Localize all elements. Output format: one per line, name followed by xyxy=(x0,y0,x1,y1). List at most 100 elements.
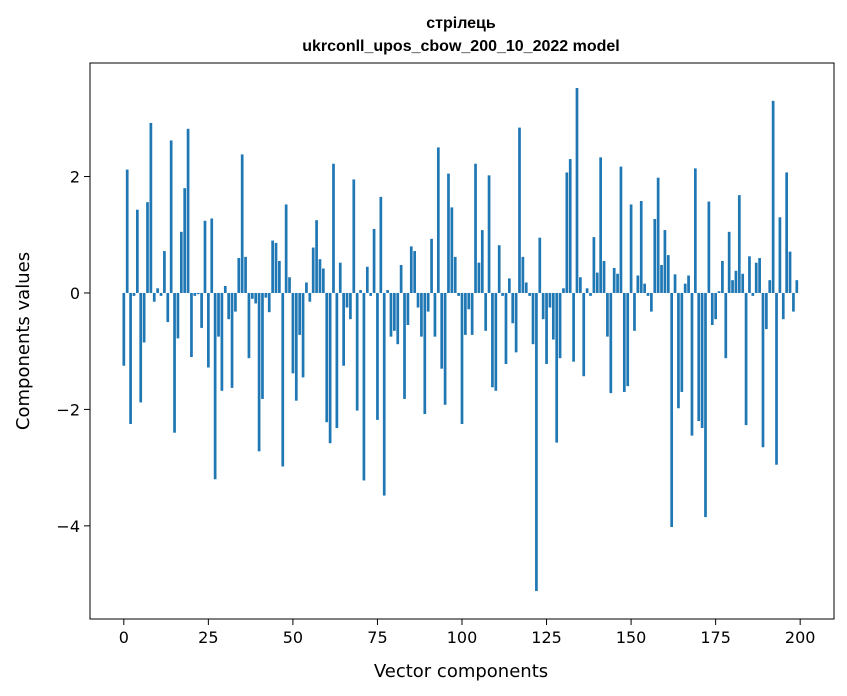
bar xyxy=(142,292,146,343)
bar xyxy=(700,292,704,429)
bar xyxy=(599,157,603,293)
bar xyxy=(765,292,768,330)
bar xyxy=(660,265,663,293)
bar xyxy=(369,292,373,296)
bar xyxy=(278,260,281,293)
bar xyxy=(146,202,149,293)
bar xyxy=(305,282,308,293)
x-axis-label: Vector components xyxy=(374,661,548,682)
bar xyxy=(227,292,231,320)
bar xyxy=(633,292,636,331)
bar xyxy=(480,230,484,293)
bar xyxy=(393,292,396,331)
bar xyxy=(619,166,623,293)
bar xyxy=(524,282,528,293)
bar xyxy=(497,245,501,293)
x-tick-label: 75 xyxy=(367,628,387,647)
bar xyxy=(579,277,582,293)
bar xyxy=(781,292,785,320)
bar xyxy=(396,292,400,345)
bar xyxy=(626,292,630,387)
bar xyxy=(518,127,521,293)
bar xyxy=(677,292,680,409)
bar xyxy=(379,196,383,293)
bar xyxy=(670,292,674,528)
bar xyxy=(453,256,457,293)
bar xyxy=(193,292,197,296)
bar xyxy=(494,292,498,391)
bar xyxy=(484,292,488,331)
bar xyxy=(409,246,413,293)
bar xyxy=(335,292,339,429)
bar xyxy=(372,228,376,293)
bar xyxy=(582,292,586,377)
bar xyxy=(737,195,741,293)
bar xyxy=(697,292,701,422)
bar xyxy=(217,292,220,337)
bar xyxy=(548,292,552,308)
bar xyxy=(470,292,474,335)
bar xyxy=(541,292,545,320)
x-tick-label: 125 xyxy=(531,628,562,647)
bar xyxy=(129,292,132,424)
bar xyxy=(315,220,318,293)
bar xyxy=(386,290,389,293)
y-tick-label: −2 xyxy=(56,400,80,419)
bar xyxy=(734,270,738,293)
bar xyxy=(514,292,518,353)
bar xyxy=(531,292,535,345)
bar xyxy=(359,290,362,293)
bar xyxy=(318,259,322,293)
bar xyxy=(656,177,660,293)
bar xyxy=(156,288,159,293)
bar xyxy=(169,140,173,293)
bar xyxy=(447,173,450,293)
bar xyxy=(321,268,325,293)
bar xyxy=(792,292,795,312)
bar xyxy=(785,172,789,293)
bar xyxy=(491,292,494,388)
x-ticks: 0 25 50 75 100 125 150 175 200 xyxy=(119,619,816,647)
bar xyxy=(413,251,417,293)
bar xyxy=(721,260,724,293)
bars-group xyxy=(122,88,799,592)
bar xyxy=(636,275,640,293)
bar xyxy=(592,237,596,293)
bar xyxy=(778,217,782,293)
bar xyxy=(555,292,559,443)
bar xyxy=(298,292,302,335)
bar xyxy=(450,207,454,293)
y-tick-label: 2 xyxy=(70,168,80,187)
bar xyxy=(176,292,180,339)
bar xyxy=(301,292,305,378)
bar xyxy=(122,292,126,366)
x-tick-label: 100 xyxy=(447,628,478,647)
bar xyxy=(646,292,650,296)
bar xyxy=(433,292,437,337)
bar xyxy=(250,292,254,299)
bar xyxy=(362,292,366,481)
bar xyxy=(244,256,247,293)
bar xyxy=(687,275,690,293)
bar xyxy=(423,292,427,415)
bar xyxy=(345,292,349,308)
bar xyxy=(308,292,312,302)
bar xyxy=(460,292,464,424)
bar xyxy=(261,292,264,399)
bar xyxy=(507,278,511,293)
bar xyxy=(606,292,609,337)
bar xyxy=(545,292,548,364)
bar xyxy=(477,262,481,293)
bar xyxy=(247,292,251,359)
bar xyxy=(724,292,728,359)
bar xyxy=(758,258,761,293)
bar xyxy=(511,292,515,324)
x-tick-label: 25 xyxy=(198,628,218,647)
bar xyxy=(609,292,613,394)
bar xyxy=(267,292,271,313)
bar xyxy=(748,256,751,293)
x-tick-label: 200 xyxy=(785,628,816,647)
bar xyxy=(159,292,163,296)
chart-subtitle: ukrconll_upos_cbow_200_10_2022 model xyxy=(302,38,619,55)
